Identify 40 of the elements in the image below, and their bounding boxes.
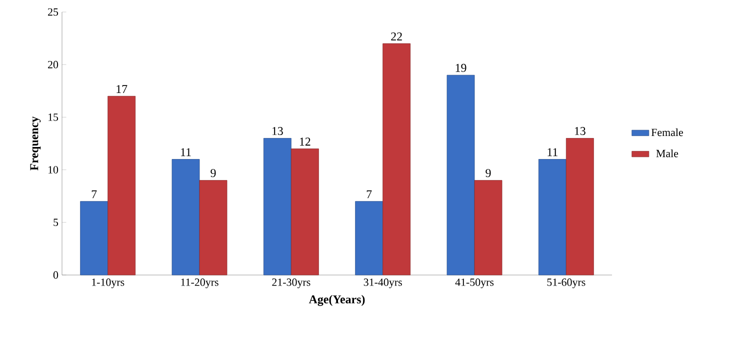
bar xyxy=(172,159,200,276)
y-tick-label: 20 xyxy=(48,60,58,68)
data-label: 22 xyxy=(391,32,402,40)
data-label: 9 xyxy=(486,169,491,178)
x-tick-label: 41-50yrs xyxy=(455,278,494,288)
y-tick-label: 25 xyxy=(48,8,58,16)
bar xyxy=(199,180,228,276)
bar xyxy=(566,138,594,276)
bar xyxy=(108,96,136,276)
bar xyxy=(538,159,566,276)
data-label: 7 xyxy=(92,190,97,198)
data-label: 11 xyxy=(548,148,558,156)
y-tick-label: 10 xyxy=(48,166,58,174)
bar xyxy=(80,201,108,276)
bar xyxy=(446,74,475,276)
data-label: 12 xyxy=(300,138,310,146)
x-axis-title: Age(Years) xyxy=(308,295,365,306)
bar xyxy=(290,148,319,276)
data-label: 13 xyxy=(574,127,586,136)
x-tick-label: 31-40yrs xyxy=(364,278,402,288)
bar xyxy=(355,201,384,276)
bar xyxy=(474,180,502,276)
x-tick-label: 1-10yrs xyxy=(92,278,124,288)
data-label: 13 xyxy=(272,127,283,136)
legend-label: Male xyxy=(656,150,678,158)
data-label: 9 xyxy=(210,169,216,178)
data-label: 17 xyxy=(116,85,128,93)
data-label: 11 xyxy=(181,148,191,156)
data-label: 19 xyxy=(456,64,466,72)
legend-label: Female xyxy=(651,128,683,136)
y-tick-label: 5 xyxy=(54,218,58,226)
y-tick-label: 0 xyxy=(53,271,58,279)
y-tick-label: 15 xyxy=(48,114,58,121)
x-tick-label: 51-60yrs xyxy=(547,278,586,288)
bar xyxy=(263,138,292,276)
y-axis-title: Frequency xyxy=(30,116,41,170)
x-tick-label: 21-30yrs xyxy=(272,278,310,288)
data-label: 7 xyxy=(366,190,372,198)
x-tick-label: 11-20yrs xyxy=(181,278,218,288)
bar xyxy=(382,43,411,276)
